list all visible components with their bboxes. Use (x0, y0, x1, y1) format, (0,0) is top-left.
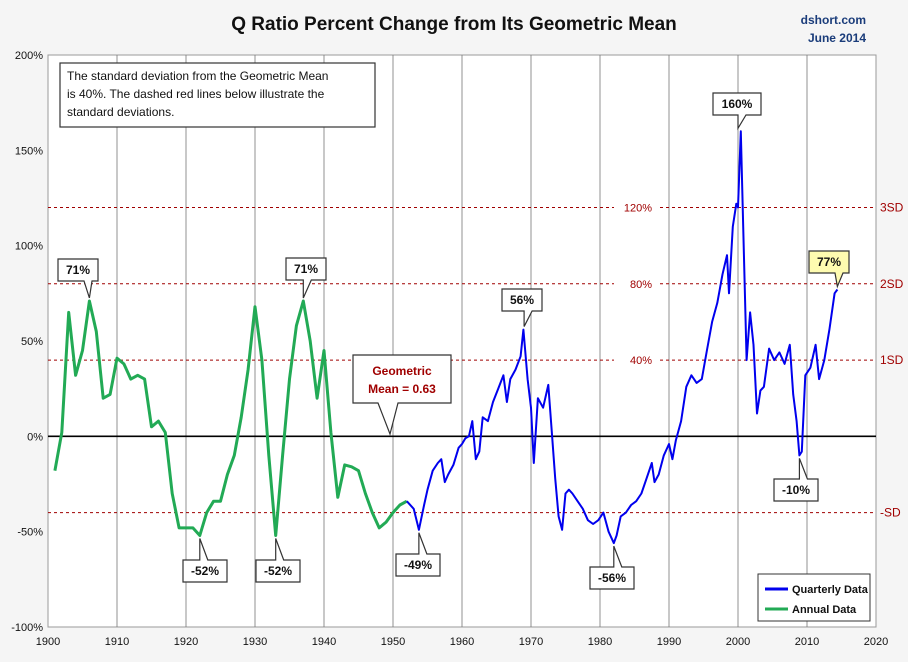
x-tick-1990: 1990 (657, 636, 681, 648)
note-line-2: is 40%. The dashed red lines below illus… (67, 87, 325, 101)
callout-label-4: 77% (817, 255, 841, 269)
callout-label-2: 56% (510, 293, 534, 307)
geometric-mean-label-1: Geometric (372, 364, 432, 378)
x-tick-1910: 1910 (105, 636, 129, 648)
sd-right-label-0: 3SD (880, 201, 904, 215)
axis-labels: 1900 1910 1920 1930 1940 1950 1960 1970 1980 1990… (11, 50, 888, 648)
chart-title: Q Ratio Percent Change from Its Geometri… (231, 14, 677, 35)
callout-label-6: -52% (264, 564, 292, 578)
series-line-quarterly-data (406, 130, 839, 545)
callout-7: -49% (395, 532, 441, 577)
callout-9: -10% (773, 458, 819, 502)
callout-box-5 (182, 538, 228, 583)
grid-lines (48, 55, 876, 627)
callouts: 71% 71% 56% 160% 77% -52% -52% -49% -56% -10% (57, 92, 850, 590)
callout-8: -56% (589, 545, 635, 590)
callout-label-3: 160% (722, 97, 753, 111)
callout-box-2 (501, 288, 543, 327)
sd-right-label-2: 1SD (880, 353, 904, 367)
y-tick-50%: 50% (21, 336, 43, 348)
x-tick-1900: 1900 (36, 636, 60, 648)
x-tick-1970: 1970 (519, 636, 543, 648)
callout-label-8: -56% (598, 571, 626, 585)
x-tick-2000: 2000 (726, 636, 750, 648)
callout-6: -52% (255, 538, 301, 583)
callout-label-1: 71% (294, 262, 318, 276)
series-line-annual-data (53, 299, 408, 537)
x-tick-1980: 1980 (588, 636, 612, 648)
callout-box-3 (712, 92, 762, 131)
callout-box-4 (808, 250, 850, 289)
sd-label-bg-2 (614, 352, 658, 369)
callout-box-1 (285, 257, 327, 299)
sd-label-bg-0 (614, 199, 658, 216)
y-tick-150%: 150% (15, 145, 43, 157)
x-tick-1950: 1950 (381, 636, 405, 648)
x-tick-1930: 1930 (243, 636, 267, 648)
callout-box-6 (255, 538, 301, 583)
source-credit: dshort.com (801, 13, 866, 27)
sd-label-bg-1 (614, 275, 658, 292)
sd-right-label-1: 2SD (880, 277, 904, 291)
legend-frame (757, 573, 871, 622)
callout-box-7 (395, 532, 441, 577)
callout-label-7: -49% (404, 558, 432, 572)
legend-label-quarterly: Quarterly Data (792, 584, 869, 596)
geometric-mean-label-2: Mean = 0.63 (368, 382, 436, 396)
data-series (53, 130, 839, 545)
x-tick-1940: 1940 (312, 636, 336, 648)
callout-label-0: 71% (66, 263, 90, 277)
y-tick--50%: -50% (17, 527, 43, 539)
sd-label-0: 120% (624, 203, 652, 215)
callout-label-9: -10% (782, 483, 810, 497)
note-box: The standard deviation from the Geometri… (59, 62, 376, 128)
legend: Quarterly Data Annual Data (757, 573, 871, 622)
sd-label-2: 40% (630, 355, 652, 367)
y-tick--100%: -100% (11, 622, 43, 634)
note-box-frame (59, 62, 376, 128)
geometric-mean-box (352, 354, 452, 436)
callout-label-5: -52% (191, 564, 219, 578)
x-tick-2020: 2020 (864, 636, 888, 648)
geometric-mean-callout: Geometric Mean = 0.63 (352, 354, 452, 436)
legend-label-annual: Annual Data (792, 604, 857, 616)
y-tick-0%: 0% (27, 431, 43, 443)
note-line-3: standard deviations. (67, 105, 174, 119)
callout-0: 71% (57, 258, 99, 299)
note-line-1: The standard deviation from the Geometri… (67, 69, 328, 83)
sd-label-1: 80% (630, 279, 652, 291)
source-date: June 2014 (808, 31, 866, 45)
callout-box-8 (589, 545, 635, 590)
y-tick-100%: 100% (15, 241, 43, 253)
callout-1: 71% (285, 257, 327, 299)
callout-box-9 (773, 458, 819, 502)
x-tick-1960: 1960 (450, 636, 474, 648)
sd-right-label-3: -SD (880, 506, 901, 520)
x-tick-1920: 1920 (174, 636, 198, 648)
callout-2: 56% (501, 288, 543, 327)
callout-3: 160% (712, 92, 762, 131)
x-tick-2010: 2010 (795, 636, 819, 648)
callout-box-0 (57, 258, 99, 299)
callout-5: -52% (182, 538, 228, 583)
callout-4: 77% (808, 250, 850, 289)
y-tick-200%: 200% (15, 50, 43, 62)
